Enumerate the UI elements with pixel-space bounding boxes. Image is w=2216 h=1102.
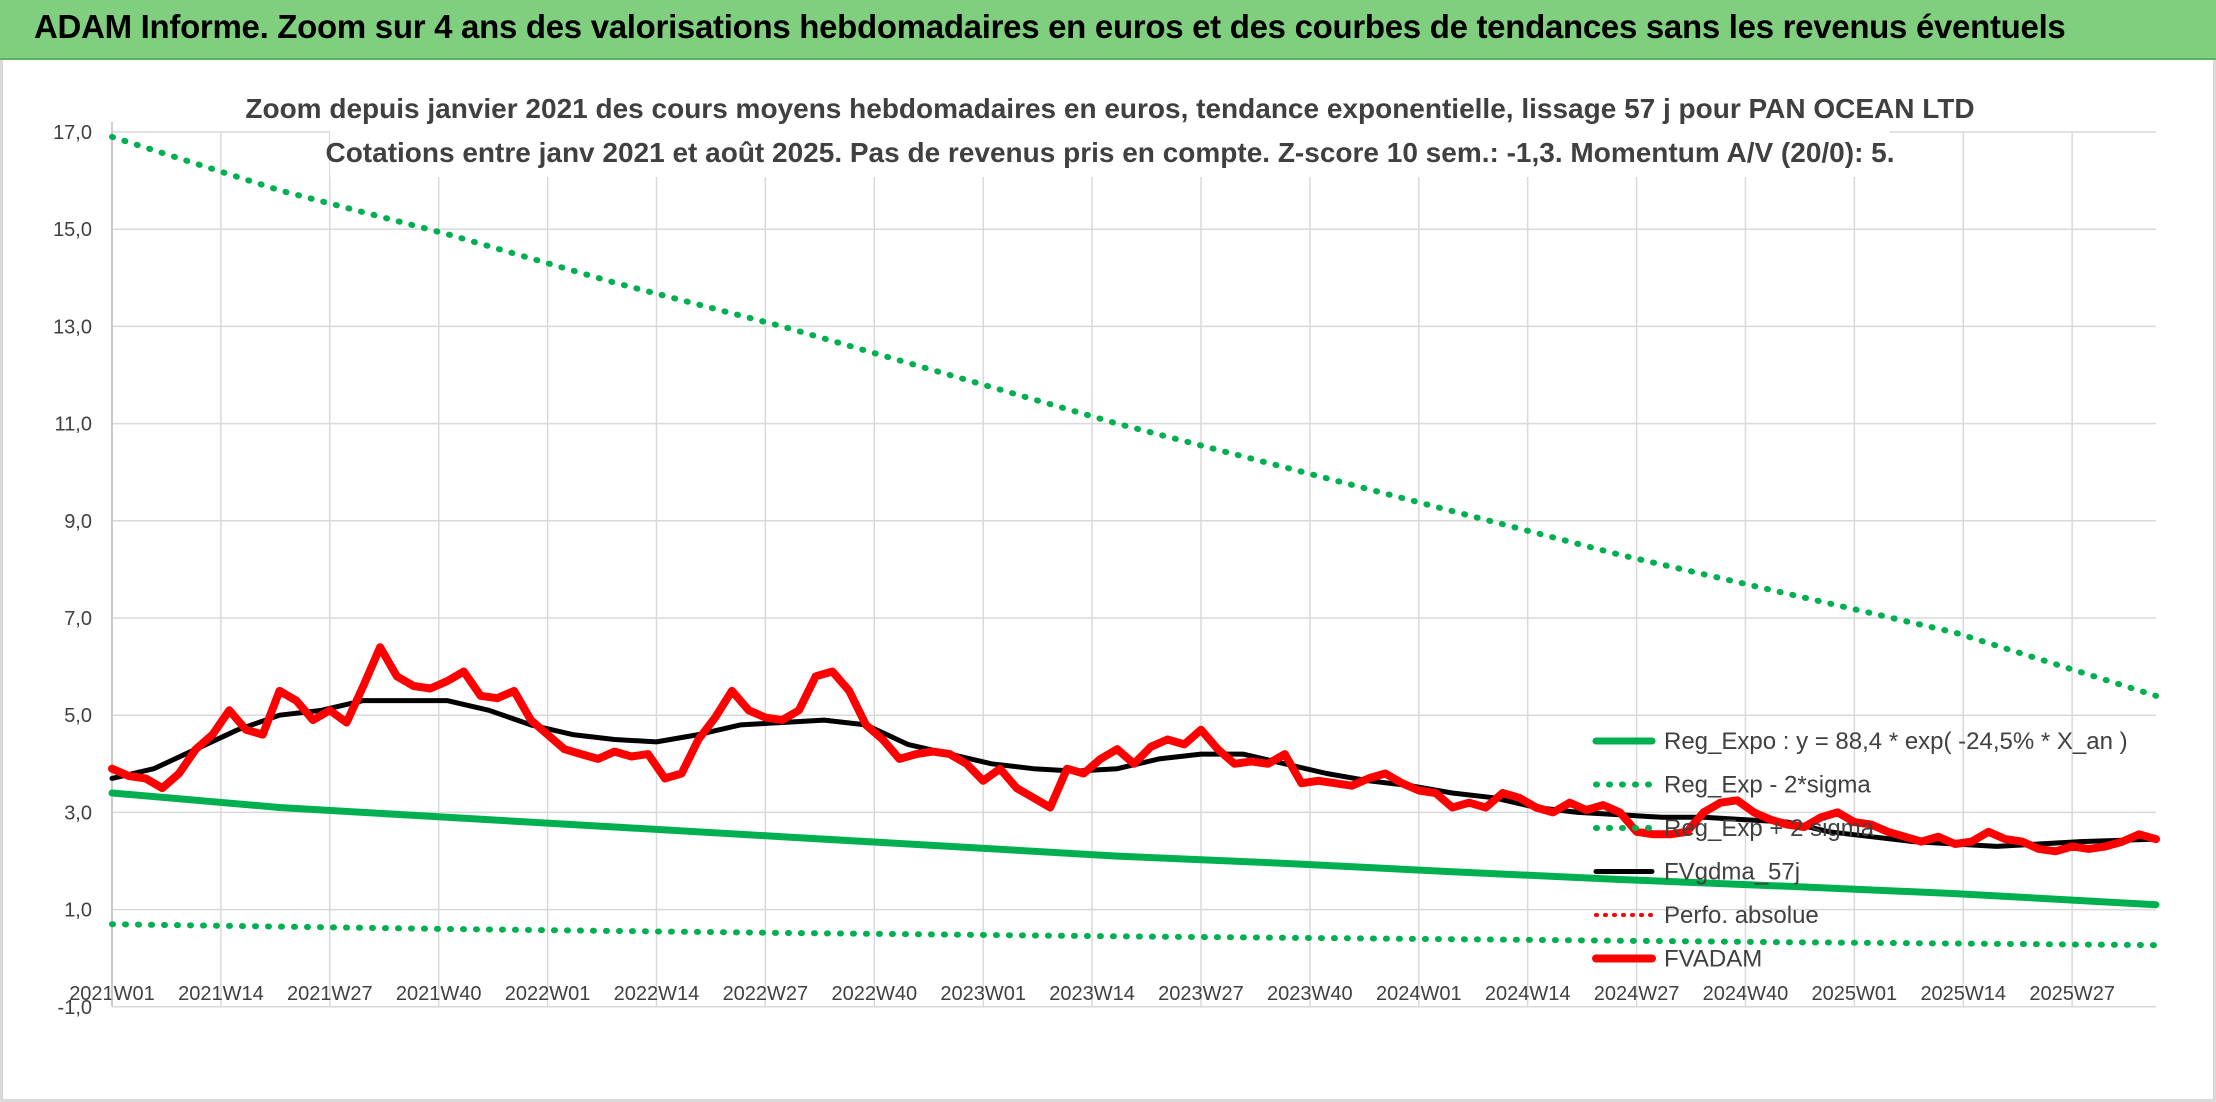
x-tick-label: 2025W01 [1812, 983, 1898, 1005]
series-line-2 [109, 133, 2159, 699]
chart-axes: 17,0 15,0 13,0 11,0 9,0 7,0 5,0 3,0 1,0 -1,0 2021W… [53, 122, 2115, 1019]
chart-grid [111, 131, 2156, 1008]
x-tick-label: 2024W14 [1485, 983, 1571, 1005]
chart-title-background [330, 85, 1890, 177]
y-tick-label: 3,0 [64, 802, 92, 824]
x-tick-label: 2022W14 [614, 983, 700, 1005]
x-tick-label: 2023W40 [1267, 983, 1353, 1005]
legend-label: FVADAM [1664, 946, 1762, 973]
x-tick-label: 2024W01 [1376, 983, 1462, 1005]
banner-title: ADAM Informe. Zoom sur 4 ans des valoris… [34, 8, 2066, 45]
x-tick-label: 2023W01 [940, 983, 1026, 1005]
x-tick-label: 2021W40 [396, 983, 482, 1005]
x-tick-label: 2024W27 [1594, 983, 1680, 1005]
x-tick-label: 2021W27 [287, 983, 373, 1005]
y-tick-label: -1,0 [58, 997, 92, 1019]
x-tick-label: 2024W40 [1703, 983, 1789, 1005]
y-tick-label: 9,0 [64, 511, 92, 533]
x-tick-label: 2022W27 [723, 983, 809, 1005]
x-tick-label: 2023W14 [1049, 983, 1135, 1005]
x-tick-label: 2021W14 [178, 983, 264, 1005]
chart-series [108, 133, 2160, 949]
series-line-1 [109, 921, 2159, 949]
x-tick-label: 2025W27 [2029, 983, 2115, 1005]
legend-label: FVgdma_57j [1664, 859, 1800, 886]
y-tick-label: 13,0 [53, 316, 92, 338]
legend-label: Reg_Exp + 2 sigma [1664, 815, 1875, 842]
x-tick-label: 2025W14 [1920, 983, 2006, 1005]
series-line-0 [108, 789, 2160, 909]
x-tick-label: 2022W40 [831, 983, 917, 1005]
chart-legend: Reg_Expo : y = 88,4 * exp( -24,5% * X_an… [1592, 728, 2128, 973]
series-line-5 [108, 643, 2160, 856]
y-tick-label: 15,0 [53, 219, 92, 241]
legend-label: Reg_Expo : y = 88,4 * exp( -24,5% * X_an… [1664, 728, 2128, 755]
header-banner: ADAM Informe. Zoom sur 4 ans des valoris… [0, 0, 2216, 60]
chart-title-line2: Cotations entre janv 2021 et août 2025. … [325, 137, 1894, 168]
legend-label: Reg_Exp - 2*sigma [1664, 772, 1871, 799]
y-tick-label: 17,0 [53, 122, 92, 144]
y-tick-label: 7,0 [64, 608, 92, 630]
x-tick-label: 2022W01 [505, 983, 591, 1005]
legend-label: Perfo. absolue [1664, 902, 1819, 929]
y-tick-label: 5,0 [64, 705, 92, 727]
chart-title-line1: Zoom depuis janvier 2021 des cours moyen… [245, 93, 1974, 124]
y-tick-label: 11,0 [55, 414, 92, 436]
x-tick-label: 2023W27 [1158, 983, 1244, 1005]
y-tick-label: 1,0 [64, 900, 92, 922]
